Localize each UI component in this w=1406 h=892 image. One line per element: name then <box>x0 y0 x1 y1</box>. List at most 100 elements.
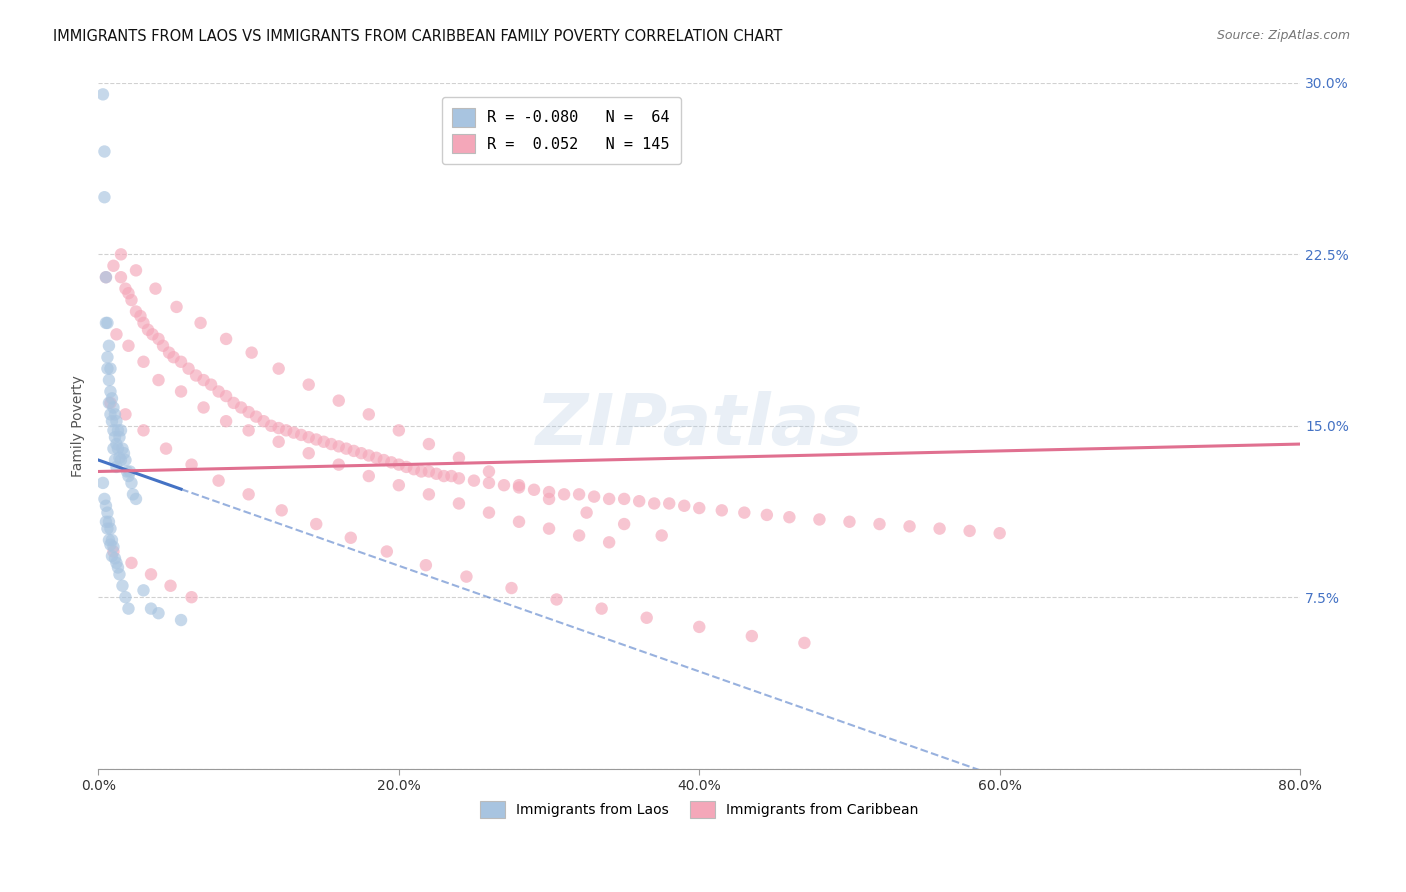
Point <box>238 487 260 501</box>
Point <box>440 469 463 483</box>
Point <box>240 345 263 359</box>
Point <box>523 483 546 497</box>
Point <box>132 423 155 437</box>
Point <box>122 487 145 501</box>
Point <box>808 512 831 526</box>
Text: ZIPatlas: ZIPatlas <box>536 392 863 460</box>
Y-axis label: Family Poverty: Family Poverty <box>72 375 86 476</box>
Point <box>118 465 141 479</box>
Point <box>108 450 131 465</box>
Point <box>125 304 148 318</box>
Point <box>132 316 155 330</box>
Point <box>170 355 193 369</box>
Point <box>793 636 815 650</box>
Point <box>553 487 575 501</box>
Point <box>101 549 124 563</box>
Point <box>125 263 148 277</box>
Point <box>628 494 651 508</box>
Point <box>94 270 117 285</box>
Point <box>492 478 515 492</box>
Point <box>180 590 202 604</box>
Point <box>110 423 132 437</box>
Point <box>103 544 125 558</box>
Point <box>447 496 470 510</box>
Point <box>335 442 357 456</box>
Point <box>755 508 778 522</box>
Point <box>415 558 437 573</box>
Point <box>200 377 222 392</box>
Point <box>100 538 122 552</box>
Point <box>568 487 591 501</box>
Point <box>433 469 456 483</box>
Point <box>598 535 620 549</box>
Point <box>613 517 636 532</box>
Point <box>357 449 380 463</box>
Point <box>112 446 135 460</box>
Point <box>357 469 380 483</box>
Point <box>93 190 115 204</box>
Point <box>96 361 118 376</box>
Point <box>136 323 159 337</box>
Point <box>105 414 128 428</box>
Point <box>298 446 321 460</box>
Point <box>105 556 128 570</box>
Point <box>651 528 673 542</box>
Point <box>215 332 238 346</box>
Point <box>114 590 136 604</box>
Point <box>97 396 120 410</box>
Point <box>447 450 470 465</box>
Point <box>190 316 212 330</box>
Point <box>105 437 128 451</box>
Point <box>508 515 530 529</box>
Point <box>710 503 733 517</box>
Point <box>343 444 366 458</box>
Point <box>107 423 129 437</box>
Point <box>598 491 620 506</box>
Point <box>115 465 138 479</box>
Point <box>328 439 350 453</box>
Point <box>575 506 598 520</box>
Point <box>778 510 800 524</box>
Point <box>869 517 891 532</box>
Point <box>688 501 710 516</box>
Text: Source: ZipAtlas.com: Source: ZipAtlas.com <box>1216 29 1350 42</box>
Point <box>402 462 425 476</box>
Point <box>283 425 305 440</box>
Point <box>100 408 122 422</box>
Point <box>207 474 229 488</box>
Point <box>100 396 122 410</box>
Point <box>129 309 152 323</box>
Point <box>546 592 568 607</box>
Point <box>538 522 561 536</box>
Point <box>108 567 131 582</box>
Point <box>100 384 122 399</box>
Point <box>107 560 129 574</box>
Point <box>463 474 485 488</box>
Point <box>141 327 163 342</box>
Point <box>110 270 132 285</box>
Point <box>103 442 125 456</box>
Point <box>94 270 117 285</box>
Point <box>267 361 290 376</box>
Point <box>97 373 120 387</box>
Point <box>733 506 755 520</box>
Point <box>114 408 136 422</box>
Point <box>104 551 127 566</box>
Point <box>101 392 124 406</box>
Point <box>145 282 167 296</box>
Point <box>231 401 253 415</box>
Point <box>162 350 184 364</box>
Point <box>305 517 328 532</box>
Point <box>117 469 139 483</box>
Point <box>104 408 127 422</box>
Point <box>184 368 207 383</box>
Point <box>395 459 418 474</box>
Point <box>103 401 125 415</box>
Point <box>538 485 561 500</box>
Point <box>298 377 321 392</box>
Point <box>456 569 478 583</box>
Text: IMMIGRANTS FROM LAOS VS IMMIGRANTS FROM CARIBBEAN FAMILY POVERTY CORRELATION CHA: IMMIGRANTS FROM LAOS VS IMMIGRANTS FROM … <box>53 29 783 44</box>
Point <box>105 327 128 342</box>
Legend: Immigrants from Laos, Immigrants from Caribbean: Immigrants from Laos, Immigrants from Ca… <box>475 796 924 823</box>
Point <box>97 515 120 529</box>
